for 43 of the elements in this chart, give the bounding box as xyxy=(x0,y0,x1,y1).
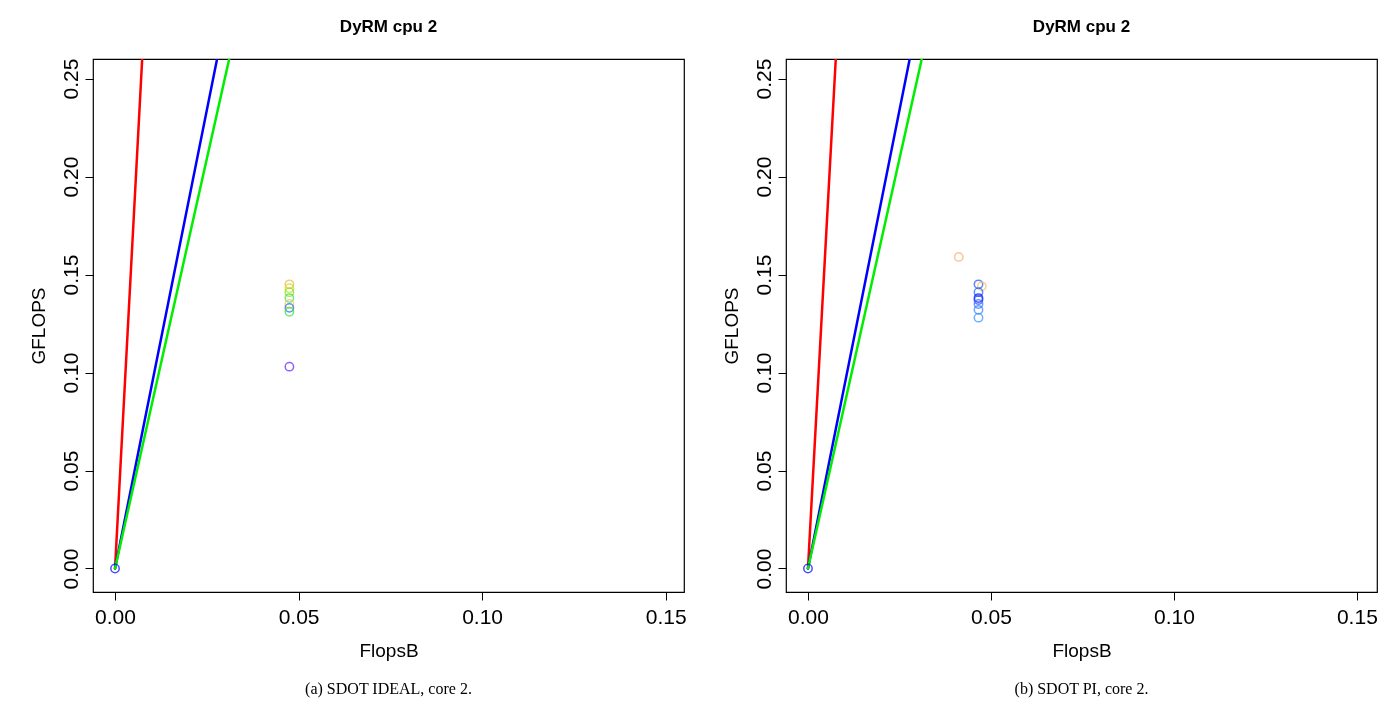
point xyxy=(953,251,964,262)
point xyxy=(284,293,295,303)
point xyxy=(973,299,984,309)
y-tick-label: 0.15 xyxy=(751,254,775,296)
x-tick-label: 0.10 xyxy=(1153,604,1195,628)
point xyxy=(284,299,295,309)
point xyxy=(803,563,813,574)
y-tick-label: 0.05 xyxy=(58,450,82,492)
y-tick-label: 0.15 xyxy=(58,254,82,296)
x-tick-label: 0.00 xyxy=(95,604,136,628)
point xyxy=(284,283,295,294)
chart-title: DyRM cpu 2 xyxy=(339,17,438,37)
text: (b) SDOT PI, core 2. xyxy=(1013,680,1150,698)
x-axis-title: FlopsB xyxy=(359,639,419,661)
x-tick-label: 0.15 xyxy=(645,604,687,628)
x-tick-label: 0.05 xyxy=(278,604,320,628)
point xyxy=(110,563,120,574)
chart-title: DyRM cpu 2 xyxy=(1032,17,1131,37)
y-tick-label: 0.10 xyxy=(58,352,82,394)
y-tick-label: 0.00 xyxy=(751,548,775,590)
y-tick-label: 0.05 xyxy=(751,450,775,492)
x-tick-label: 0.00 xyxy=(788,604,829,628)
point xyxy=(973,287,984,298)
y-tick-label: 0.25 xyxy=(751,58,775,100)
point xyxy=(973,304,984,315)
point xyxy=(284,279,295,290)
point xyxy=(284,361,295,372)
x-tick-label: 0.15 xyxy=(1336,604,1378,628)
y-tick-label: 0.20 xyxy=(751,156,775,198)
point xyxy=(284,306,295,317)
point xyxy=(973,312,984,323)
y-axis-title: GFLOPS xyxy=(27,287,49,365)
y-tick-label: 0.25 xyxy=(58,58,82,100)
y-tick-label: 0.20 xyxy=(58,156,82,198)
point xyxy=(284,287,295,298)
y-tick-label: 0.00 xyxy=(58,548,82,590)
point xyxy=(284,302,295,313)
y-tick-label: 0.10 xyxy=(751,352,775,394)
text: (a) SDOT IDEAL, core 2. xyxy=(304,680,473,698)
x-tick-label: 0.10 xyxy=(462,604,504,628)
y-axis-title: GFLOPS xyxy=(720,287,742,365)
x-axis-title: FlopsB xyxy=(1052,639,1112,661)
x-tick-label: 0.05 xyxy=(970,604,1012,628)
